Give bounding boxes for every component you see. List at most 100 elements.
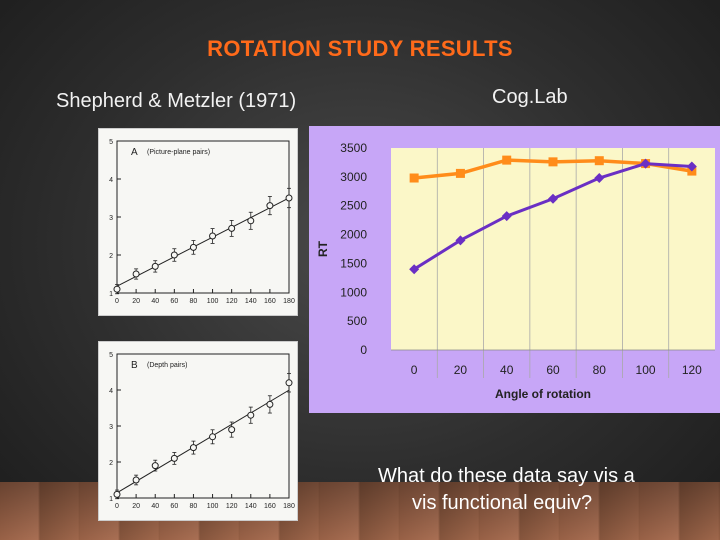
chart-a-svg: 1 2 3 4 5 0 20 40 60 80 100 120 140 160 180 A (Picture-p…	[109, 139, 295, 305]
x-tick-label: 80	[190, 298, 198, 305]
y-tick-label: 4	[109, 388, 113, 395]
x-tick-label: 140	[245, 298, 257, 305]
x-tick-label: 40	[151, 298, 159, 305]
series-2-point	[686, 161, 697, 172]
x-tick-label: 120	[226, 298, 238, 305]
x-tick-label: 160	[264, 503, 276, 510]
x-tick-label: 180	[283, 298, 295, 305]
data-point	[170, 454, 178, 462]
data-point	[189, 444, 197, 452]
coglab-chart-panel: 0 500 1000 1500 2000 2500 3000 3500 0 20 40 60 80 100…	[309, 126, 720, 413]
series-1-point	[502, 155, 512, 165]
chart-panel-a: 1 2 3 4 5 0 20 40 60 80 100 120 140 160 180 A (Picture-p…	[98, 128, 298, 316]
x-tick-label: 0	[115, 503, 119, 510]
series-2-point	[548, 193, 558, 204]
panel-letter: A	[131, 147, 138, 158]
x-tick-label: 120	[682, 363, 702, 377]
panel-letter: B	[131, 360, 138, 371]
data-point	[285, 379, 293, 387]
x-tick-label: 60	[170, 298, 178, 305]
question-text: What do these data say vis a vis functio…	[378, 463, 698, 517]
chart-b-svg: 1 2 3 4 5 0 20 40 60 80 100 120 140 160 180 B (Depth pai…	[109, 352, 295, 510]
data-point	[228, 426, 236, 434]
right-heading: Cog.Lab	[492, 86, 568, 108]
y-tick-label: 1000	[340, 285, 367, 299]
series-1-point	[455, 168, 465, 178]
y-tick-label: 3500	[340, 141, 367, 155]
x-tick-label: 80	[190, 503, 198, 510]
data-point	[247, 217, 255, 225]
series-2-point	[594, 173, 605, 184]
series-1-point	[548, 157, 558, 167]
x-tick-label: 20	[132, 298, 140, 305]
fit-line	[116, 197, 290, 287]
y-tick-label: 500	[347, 314, 367, 328]
panel-note: (Depth pairs)	[147, 362, 187, 369]
x-tick-label: 40	[500, 363, 514, 377]
y-tick-label: 2500	[340, 199, 367, 213]
data-point	[209, 232, 217, 240]
x-tick-label: 100	[636, 363, 656, 377]
series-2-point	[455, 235, 466, 246]
y-tick-label: 0	[360, 343, 367, 357]
chart-panel-b: 1 2 3 4 5 0 20 40 60 80 100 120 140 160 180 B (Depth pai…	[98, 341, 298, 521]
x-tick-label: 140	[245, 503, 257, 510]
plot-area	[391, 148, 715, 350]
data-point	[209, 433, 217, 441]
y-tick-label: 3	[109, 424, 113, 431]
data-point	[151, 462, 159, 470]
x-tick-label: 40	[151, 503, 159, 510]
left-heading: Shepherd & Metzler (1971)	[56, 90, 297, 112]
data-point	[247, 411, 255, 419]
data-point	[228, 224, 236, 232]
data-point	[113, 490, 121, 498]
x-tick-label: 120	[226, 503, 238, 510]
data-point	[266, 400, 274, 408]
plot-frame	[116, 353, 290, 499]
x-tick-label: 0	[115, 298, 119, 305]
slide-title: ROTATION STUDY RESULTS	[207, 36, 513, 61]
data-point	[189, 243, 197, 251]
data-point	[285, 194, 293, 202]
y-tick-label: 2000	[340, 228, 367, 242]
x-tick-label: 20	[132, 503, 140, 510]
x-tick-label: 20	[454, 363, 468, 377]
y-axis-label: RT	[316, 240, 330, 257]
x-tick-label: 100	[207, 298, 219, 305]
y-tick-label: 1	[109, 291, 113, 298]
x-tick-label: 160	[264, 298, 276, 305]
series-1-point	[409, 173, 419, 183]
y-tick-label: 3	[109, 215, 113, 222]
question-line-2: vis functional equiv?	[412, 492, 593, 514]
x-tick-label: 60	[546, 363, 560, 377]
x-tick-label: 60	[170, 503, 178, 510]
question-line-1: What do these data say vis a	[378, 465, 635, 487]
panel-note: (Picture-plane pairs)	[147, 149, 210, 156]
y-tick-label: 2	[109, 460, 113, 467]
series-2-point	[409, 264, 420, 275]
y-tick-label: 2	[109, 253, 113, 260]
y-tick-label: 4	[109, 177, 113, 184]
data-point	[132, 270, 140, 278]
data-point	[170, 251, 178, 259]
data-point	[151, 262, 159, 270]
series-2-point	[501, 211, 512, 222]
series-2-point	[640, 158, 651, 169]
series-1-point	[594, 156, 604, 166]
x-tick-label: 100	[207, 503, 219, 510]
coglab-chart-svg: 0 500 1000 1500 2000 2500 3000 3500 0 20 40 60 80 100…	[316, 141, 715, 401]
y-tick-label: 1500	[340, 256, 367, 270]
x-axis-label: Angle of rotation	[495, 387, 591, 401]
x-tick-label: 0	[411, 363, 418, 377]
data-point	[113, 285, 121, 293]
plot-frame	[116, 140, 290, 294]
data-point	[132, 476, 140, 484]
y-tick-label: 5	[109, 139, 113, 146]
x-tick-label: 180	[283, 503, 295, 510]
x-tick-label: 80	[593, 363, 607, 377]
y-tick-label: 3000	[340, 170, 367, 184]
y-tick-label: 1	[109, 496, 113, 503]
fit-line	[116, 389, 290, 494]
y-tick-label: 5	[109, 352, 113, 359]
data-point	[266, 202, 274, 210]
